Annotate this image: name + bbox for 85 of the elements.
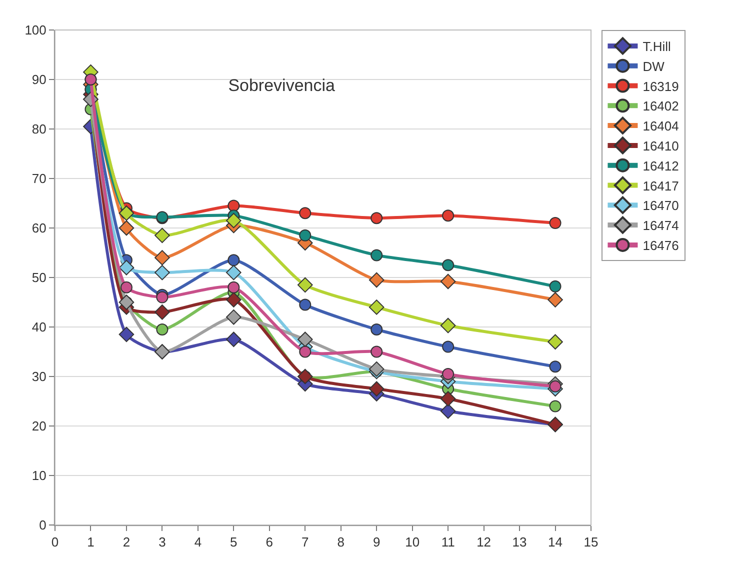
y-tick-label: 30 [32, 369, 46, 384]
legend-label: 16410 [642, 138, 679, 154]
x-tick-label: 5 [230, 534, 238, 550]
y-tick-label: 40 [32, 320, 46, 335]
point [549, 380, 562, 392]
x-tick-label: 3 [158, 534, 166, 550]
y-tick-label: 0 [39, 518, 46, 533]
point [440, 318, 456, 334]
legend-label: 16474 [642, 218, 679, 234]
point [549, 360, 562, 373]
point [156, 291, 168, 304]
point [442, 340, 454, 353]
x-tick-label: 13 [512, 534, 527, 550]
point [442, 259, 454, 272]
legend-label: 16402 [642, 98, 679, 114]
x-tick-label: 2 [122, 534, 130, 550]
point [370, 249, 383, 262]
legend-label: T.Hill [642, 39, 671, 54]
point [156, 323, 168, 336]
y-tick-label: 10 [32, 468, 46, 484]
point [154, 304, 170, 320]
y-tick-label: 50 [32, 270, 46, 286]
point [370, 323, 383, 336]
point [228, 281, 240, 294]
point [299, 298, 312, 311]
x-tick-label: 11 [441, 534, 455, 550]
y-tick-label: 100 [24, 22, 46, 38]
x-tick-label: 9 [372, 534, 380, 550]
point [442, 368, 454, 380]
point [368, 381, 384, 397]
point [549, 280, 562, 292]
point [370, 212, 383, 224]
point [118, 260, 134, 276]
y-tick-label: 70 [32, 171, 46, 186]
x-tick-label: 12 [476, 534, 492, 550]
point [154, 228, 170, 244]
legend-label: 16470 [642, 198, 679, 214]
point [226, 309, 242, 325]
point [368, 272, 384, 288]
point [440, 391, 456, 406]
legend-label: 16476 [642, 238, 679, 254]
point [154, 264, 170, 280]
point [118, 326, 134, 342]
point [226, 264, 242, 280]
point [226, 292, 242, 308]
x-tick-label: 0 [51, 534, 59, 550]
point [442, 210, 454, 222]
point [299, 229, 312, 242]
legend-label: 16404 [642, 118, 679, 134]
legend-label: DW [642, 58, 666, 74]
y-tick-label: 80 [32, 122, 46, 137]
point [368, 300, 384, 315]
x-tick-label: 15 [584, 534, 598, 550]
x-tick-label: 6 [266, 534, 274, 550]
point [297, 332, 313, 348]
point [297, 277, 313, 293]
point [228, 254, 240, 266]
point [299, 207, 312, 220]
x-tick-label: 10 [405, 534, 420, 550]
point [548, 292, 563, 308]
point [118, 220, 134, 236]
point [299, 346, 312, 358]
point [549, 217, 562, 230]
point [440, 404, 456, 419]
legend-label: 16412 [642, 158, 679, 174]
point [440, 274, 456, 290]
legend-label: 16319 [642, 78, 679, 94]
legend-label: 16417 [642, 178, 679, 194]
x-tick-label: 14 [548, 534, 563, 550]
point [228, 200, 240, 212]
y-tick-label: 20 [32, 418, 46, 434]
x-tick-label: 1 [87, 534, 94, 550]
point [154, 250, 170, 266]
x-tick-label: 7 [302, 534, 309, 550]
point [548, 334, 563, 350]
point [370, 346, 383, 358]
y-tick-label: 90 [32, 72, 46, 88]
x-tick-label: 4 [194, 534, 202, 550]
x-tick-label: 8 [337, 534, 344, 550]
point [120, 281, 132, 294]
y-tick-label: 60 [32, 220, 46, 236]
point [226, 332, 242, 348]
point [549, 400, 562, 412]
point [226, 212, 242, 228]
text: Sobrevivencia [228, 76, 336, 95]
